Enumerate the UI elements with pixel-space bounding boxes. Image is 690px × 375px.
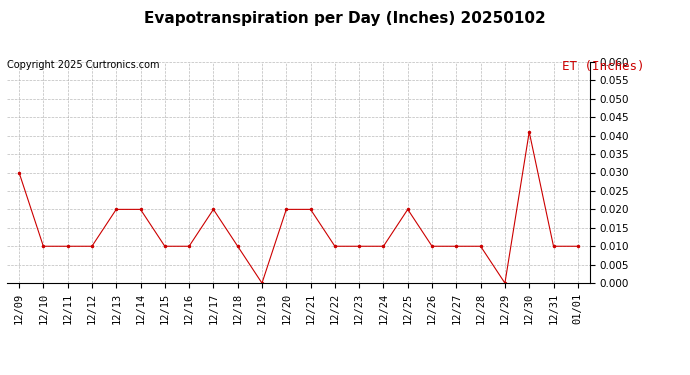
Text: ET (Inches): ET (Inches) [562,60,645,73]
Text: Evapotranspiration per Day (Inches) 20250102: Evapotranspiration per Day (Inches) 2025… [144,11,546,26]
Text: Copyright 2025 Curtronics.com: Copyright 2025 Curtronics.com [7,60,159,70]
